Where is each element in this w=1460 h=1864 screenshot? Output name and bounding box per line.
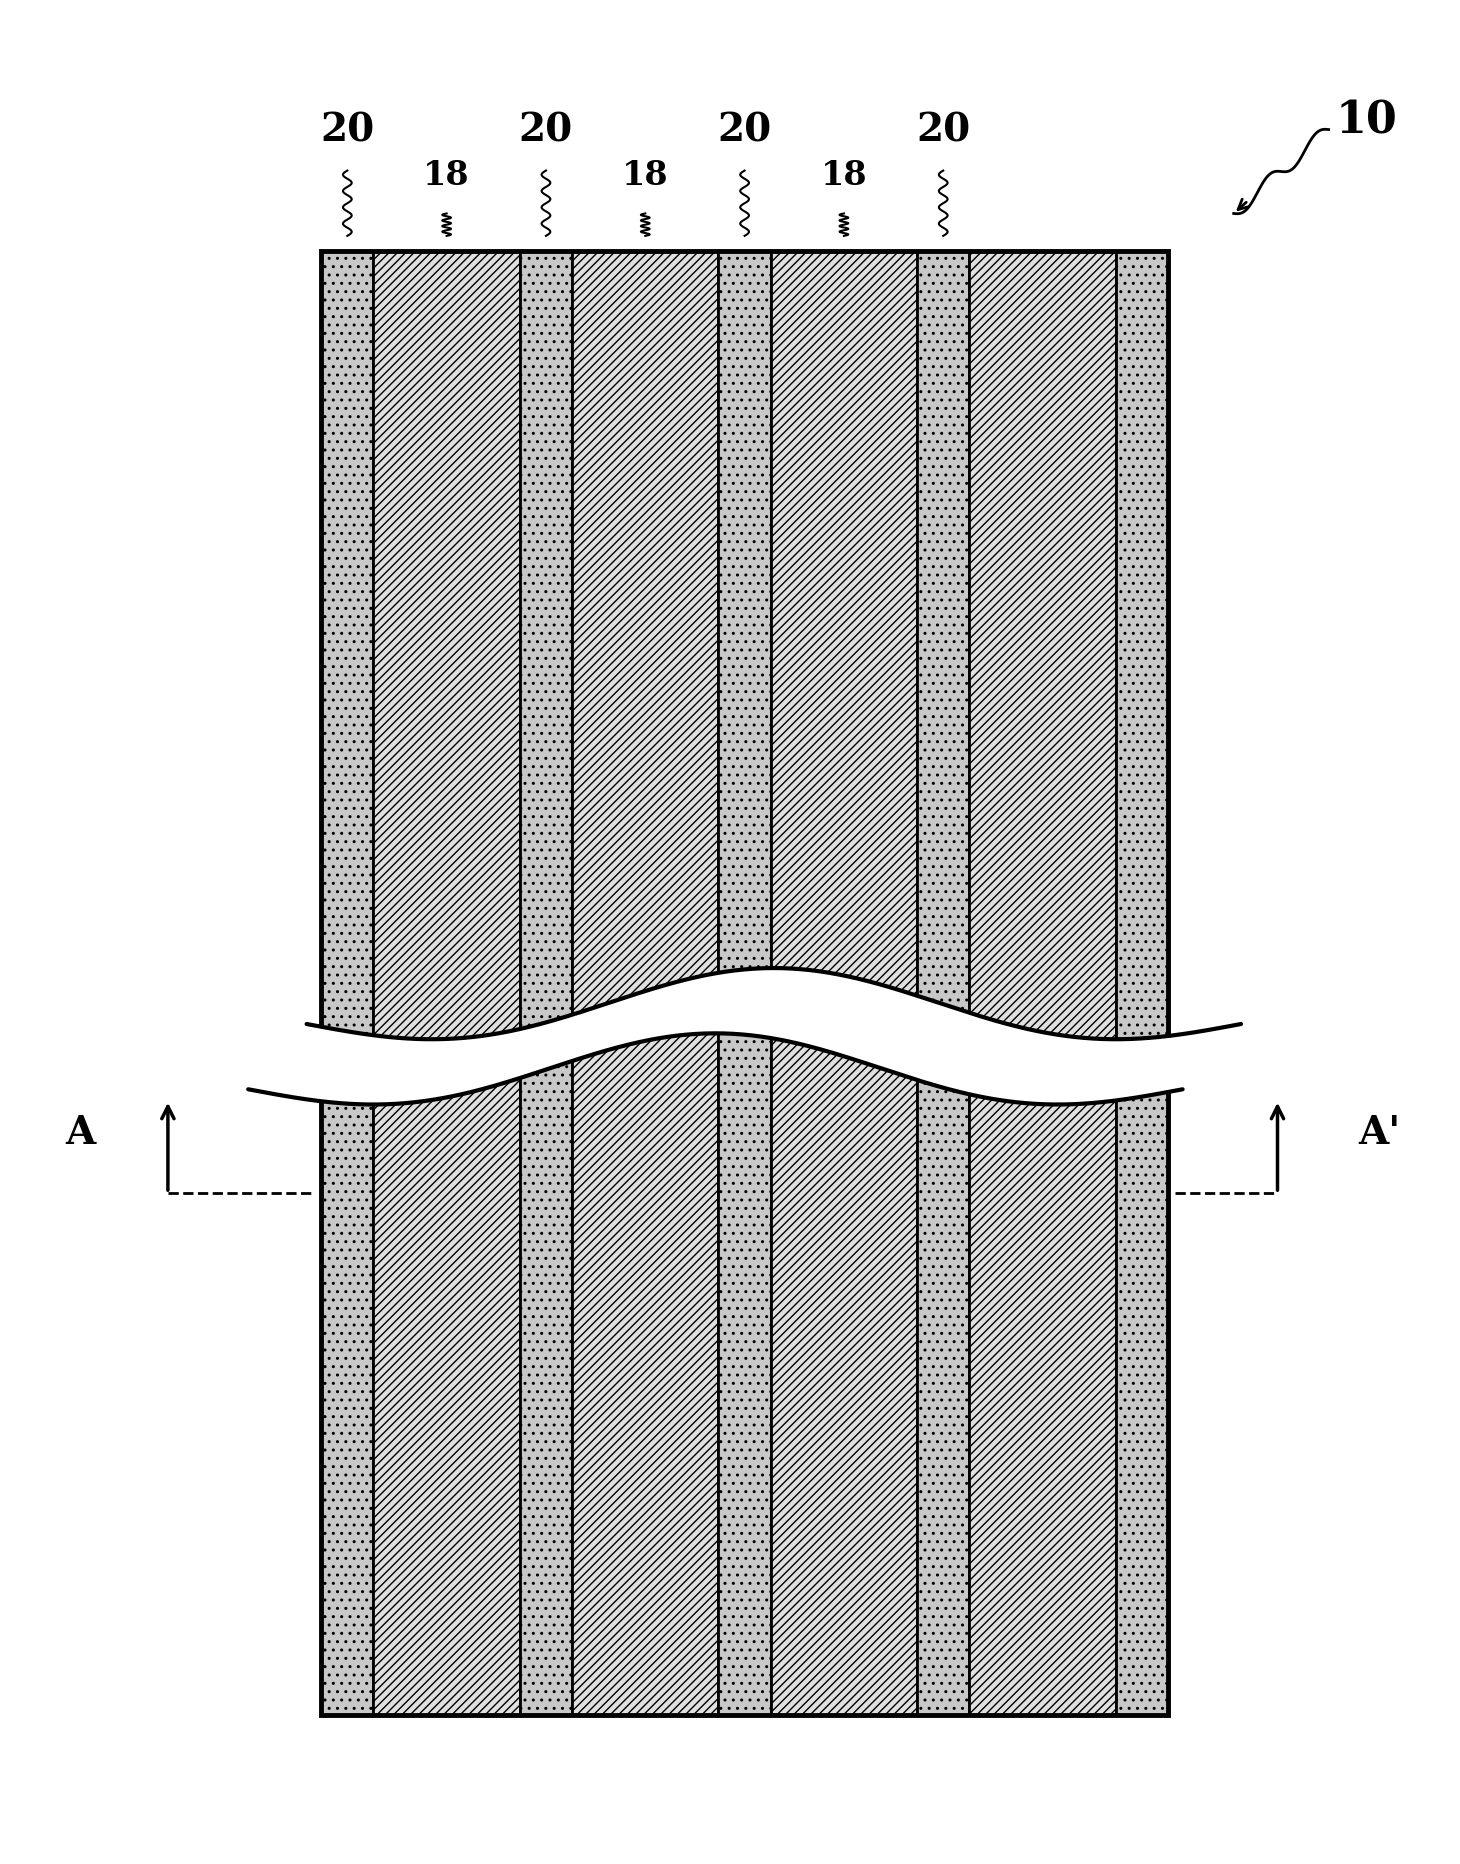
Text: 20: 20 xyxy=(320,112,374,149)
Bar xyxy=(520,252,572,1715)
Text: 18: 18 xyxy=(423,158,470,192)
Bar xyxy=(374,252,520,1715)
Bar xyxy=(771,252,917,1715)
Text: 20: 20 xyxy=(717,112,772,149)
Text: 10: 10 xyxy=(1336,99,1397,144)
Text: 18: 18 xyxy=(622,158,669,192)
Text: A': A' xyxy=(1359,1113,1400,1150)
Bar xyxy=(969,252,1115,1715)
Bar xyxy=(321,252,374,1715)
Text: A: A xyxy=(66,1113,95,1150)
Bar xyxy=(572,252,718,1715)
Text: 20: 20 xyxy=(915,112,971,149)
Polygon shape xyxy=(248,969,1241,1105)
Bar xyxy=(917,252,969,1715)
Text: 20: 20 xyxy=(518,112,574,149)
Text: 18: 18 xyxy=(821,158,867,192)
Bar xyxy=(321,252,1168,1715)
Bar xyxy=(1115,252,1168,1715)
Bar xyxy=(718,252,771,1715)
